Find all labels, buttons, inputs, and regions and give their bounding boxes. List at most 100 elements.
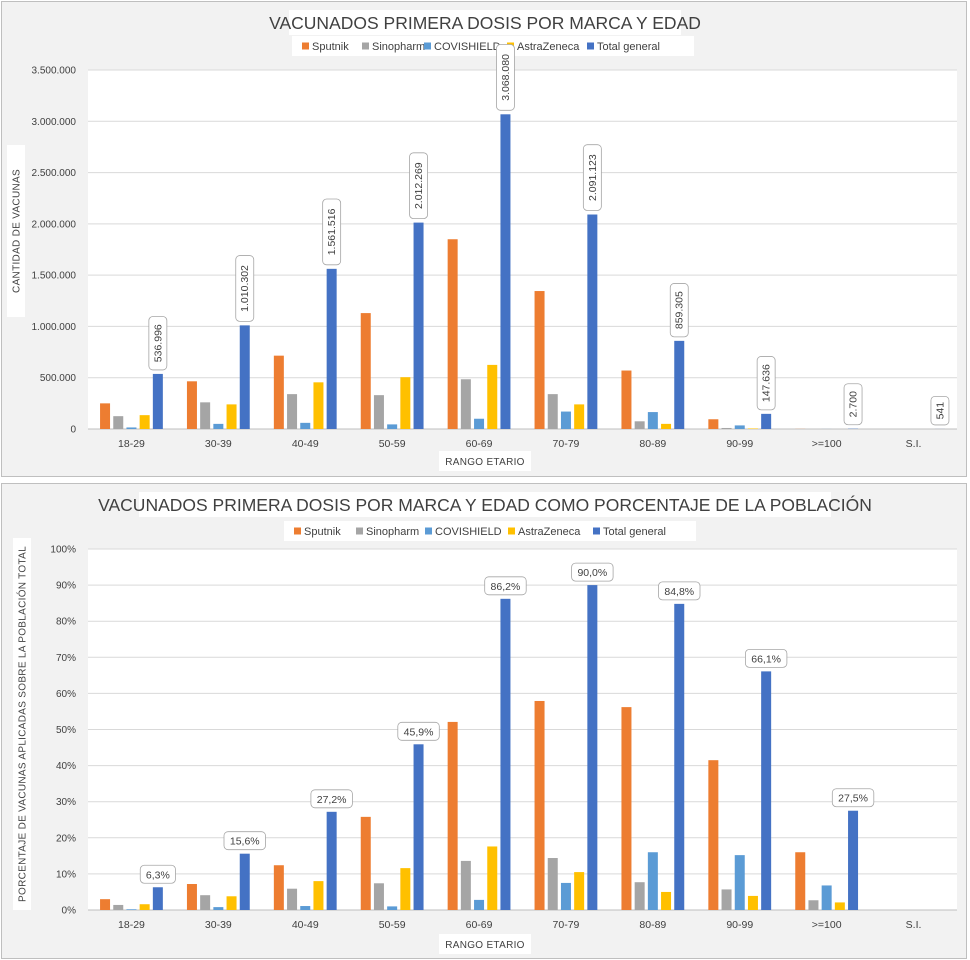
data-label-box <box>496 44 515 111</box>
y-tick-label: 1.000.000 <box>32 322 77 333</box>
bar-sinopharm <box>721 427 732 429</box>
plot-area <box>88 70 957 429</box>
x-tick-label: 40-49 <box>292 438 319 450</box>
bar-astrazeneca <box>487 846 498 910</box>
x-tick-label: 70-79 <box>553 438 580 450</box>
data-label-box <box>409 152 428 219</box>
data-label-box <box>571 562 614 582</box>
bar-total-general <box>674 340 685 429</box>
data-label-box <box>582 144 602 211</box>
data-label: 147.636 <box>761 364 773 402</box>
data-label: 536.996 <box>152 324 164 362</box>
bar-sputnik <box>100 899 111 910</box>
legend-swatch-0 <box>294 527 301 535</box>
data-label-box <box>669 283 689 338</box>
bar-sputnik <box>186 381 197 429</box>
data-label: 66,1% <box>751 653 781 665</box>
x-tick-label: 60-69 <box>466 919 493 931</box>
data-label: 6,3% <box>146 869 170 881</box>
bar-covishield <box>821 885 832 910</box>
bar-sputnik <box>273 355 284 429</box>
data-label: 86,2% <box>491 581 521 593</box>
x-axis-title: RANGO ETARIO <box>445 940 525 951</box>
y-tick-label: 1.500.000 <box>32 271 77 282</box>
bar-sinopharm <box>287 888 298 910</box>
bar-sputnik <box>534 291 545 429</box>
legend-label: AstraZeneca <box>517 41 580 53</box>
x-tick-label: 80-89 <box>639 919 666 931</box>
x-axis-title-box <box>439 934 531 954</box>
bar-sinopharm <box>460 379 471 429</box>
x-tick-label: 18-29 <box>118 919 145 931</box>
data-label: 90,0% <box>577 567 607 579</box>
bar-covishield <box>474 418 485 429</box>
bar-covishield <box>647 412 658 429</box>
legend-label: COVISHIELD <box>435 526 502 538</box>
bar-covishield <box>126 427 137 429</box>
bar-total-general <box>326 268 337 429</box>
bar-sputnik <box>447 239 458 429</box>
chart-title-box <box>139 492 831 517</box>
bar-sinopharm <box>547 858 558 910</box>
bar-astrazeneca <box>313 382 324 429</box>
chart-panel-percentage: VACUNADOS PRIMERA DOSIS POR MARCA Y EDAD… <box>1 483 967 959</box>
y-tick-label: 3.500.000 <box>32 66 77 77</box>
y-tick-label: 3.000.000 <box>32 117 77 128</box>
x-tick-label: 50-59 <box>379 438 406 450</box>
x-tick-label: 18-29 <box>118 438 145 450</box>
x-axis-title: RANGO ETARIO <box>445 457 525 468</box>
bar-covishield <box>734 425 745 429</box>
data-label-box <box>322 198 342 266</box>
data-label: 45,9% <box>404 726 434 738</box>
chart-title: VACUNADOS PRIMERA DOSIS POR MARCA Y EDAD <box>269 13 701 33</box>
bar-sputnik <box>360 816 371 910</box>
bar-total-general <box>152 373 163 429</box>
bar-total-general <box>761 413 772 429</box>
bar-sinopharm <box>721 889 732 910</box>
data-label: 2.012.269 <box>413 162 425 209</box>
data-label: 2.700 <box>848 391 860 417</box>
data-label: 859.305 <box>674 291 686 329</box>
legend-label: Sinopharm <box>366 526 419 538</box>
bar-sinopharm <box>113 416 124 429</box>
data-label-box <box>397 721 440 741</box>
x-tick-label: 40-49 <box>292 919 319 931</box>
bar-total-general <box>674 603 685 910</box>
y-axis-title: PORCENTAJE DE VACUNAS APLICADAS SOBRE LA… <box>16 546 29 902</box>
legend-swatch-2 <box>424 42 431 50</box>
bar-total-general <box>239 853 250 910</box>
bar-chart-percentage: VACUNADOS PRIMERA DOSIS POR MARCA Y EDAD… <box>13 492 957 954</box>
data-label-box <box>756 356 776 411</box>
bar-covishield <box>734 855 745 910</box>
x-tick-label: 70-79 <box>553 919 580 931</box>
bar-total-general <box>848 810 859 910</box>
legend-label: Total general <box>603 526 666 538</box>
bar-covishield <box>213 423 224 429</box>
bar-total-general <box>761 671 772 910</box>
y-tick-label: 2.000.000 <box>32 219 77 230</box>
bar-total-general <box>587 214 598 429</box>
bar-total-general <box>413 222 424 429</box>
bar-covishield <box>474 899 485 910</box>
x-tick-label: S.I. <box>906 438 922 450</box>
y-tick-label: 90% <box>56 581 76 592</box>
bar-sinopharm <box>200 895 211 910</box>
bar-sinopharm <box>200 402 211 429</box>
bar-sinopharm <box>460 860 471 910</box>
y-tick-label: 500.000 <box>40 373 77 384</box>
bar-sinopharm <box>634 421 645 429</box>
x-tick-label: >=100 <box>812 919 842 931</box>
bar-astrazeneca <box>139 415 150 429</box>
x-axis-title-box <box>439 451 531 471</box>
bar-covishield <box>300 906 311 910</box>
bar-astrazeneca <box>747 428 758 429</box>
bar-astrazeneca <box>487 364 498 429</box>
bar-total-general <box>239 325 250 429</box>
y-tick-label: 50% <box>56 725 76 736</box>
y-tick-label: 40% <box>56 761 76 772</box>
legend-swatch-2 <box>425 527 432 535</box>
bar-total-general <box>326 811 337 910</box>
y-tick-label: 2.500.000 <box>32 168 77 179</box>
data-label: 15,6% <box>230 836 260 848</box>
legend-box <box>284 521 696 541</box>
